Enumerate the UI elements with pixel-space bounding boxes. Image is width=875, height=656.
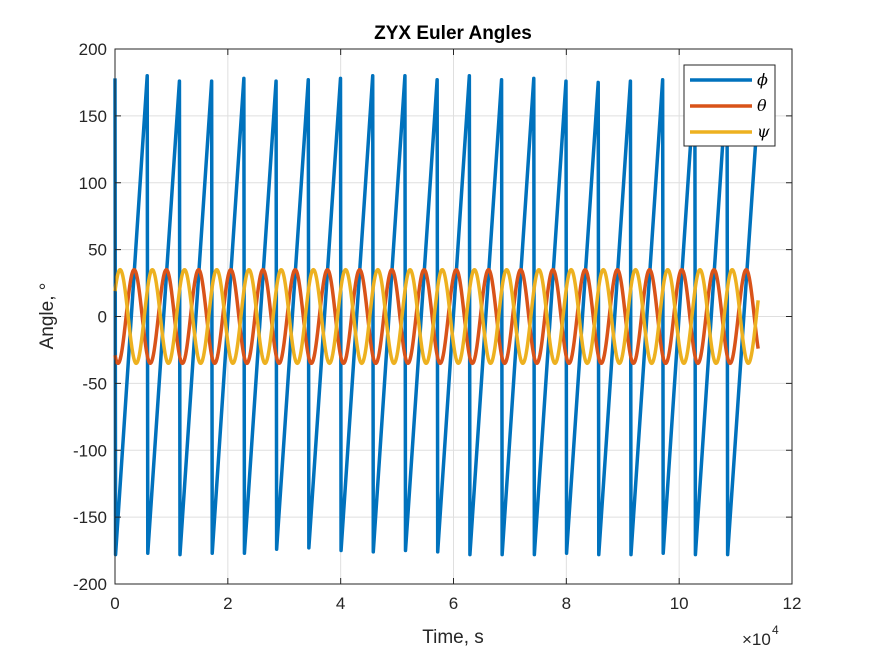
grid-lines [115, 49, 792, 584]
series-layer [113, 74, 760, 557]
legend: ϕθψ [683, 64, 776, 147]
x-tick-label: 12 [783, 594, 802, 613]
y-tick-label: 200 [79, 40, 107, 59]
x-axis-multiplier: ×10 [742, 630, 771, 649]
x-tick-label: 0 [110, 594, 119, 613]
x-tick-label: 10 [670, 594, 689, 613]
tick-marks [114, 48, 793, 585]
x-axis-multiplier-exponent: 4 [772, 623, 779, 637]
y-tick-label: -100 [73, 441, 107, 460]
y-tick-label: -200 [73, 575, 107, 594]
y-tick-label: 0 [98, 308, 107, 327]
tick-labels: 0 2 4 6 8 10 12 -200 -150 -100 -50 0 50 100 150 200 [73, 40, 801, 613]
y-tick-label: 100 [79, 174, 107, 193]
x-axis-label: Time, s [422, 627, 484, 648]
legend-label: ψ [757, 122, 770, 141]
legend-label: θ [757, 96, 767, 115]
chart-title: ZYX Euler Angles [374, 23, 532, 44]
x-tick-label: 8 [562, 594, 571, 613]
y-tick-label: -150 [73, 508, 107, 527]
series-line-2 [113, 267, 760, 366]
x-tick-label: 2 [223, 594, 232, 613]
series-line-3 [113, 267, 760, 366]
x-tick-label: 4 [336, 594, 345, 613]
y-tick-label: 150 [79, 107, 107, 126]
series-line-1 [113, 74, 760, 557]
y-axis-label: Angle, ° [37, 283, 58, 350]
y-tick-label: 50 [88, 241, 107, 260]
x-tick-label: 6 [449, 594, 458, 613]
legend-label: ϕ [757, 70, 768, 89]
y-tick-label: -50 [82, 374, 107, 393]
